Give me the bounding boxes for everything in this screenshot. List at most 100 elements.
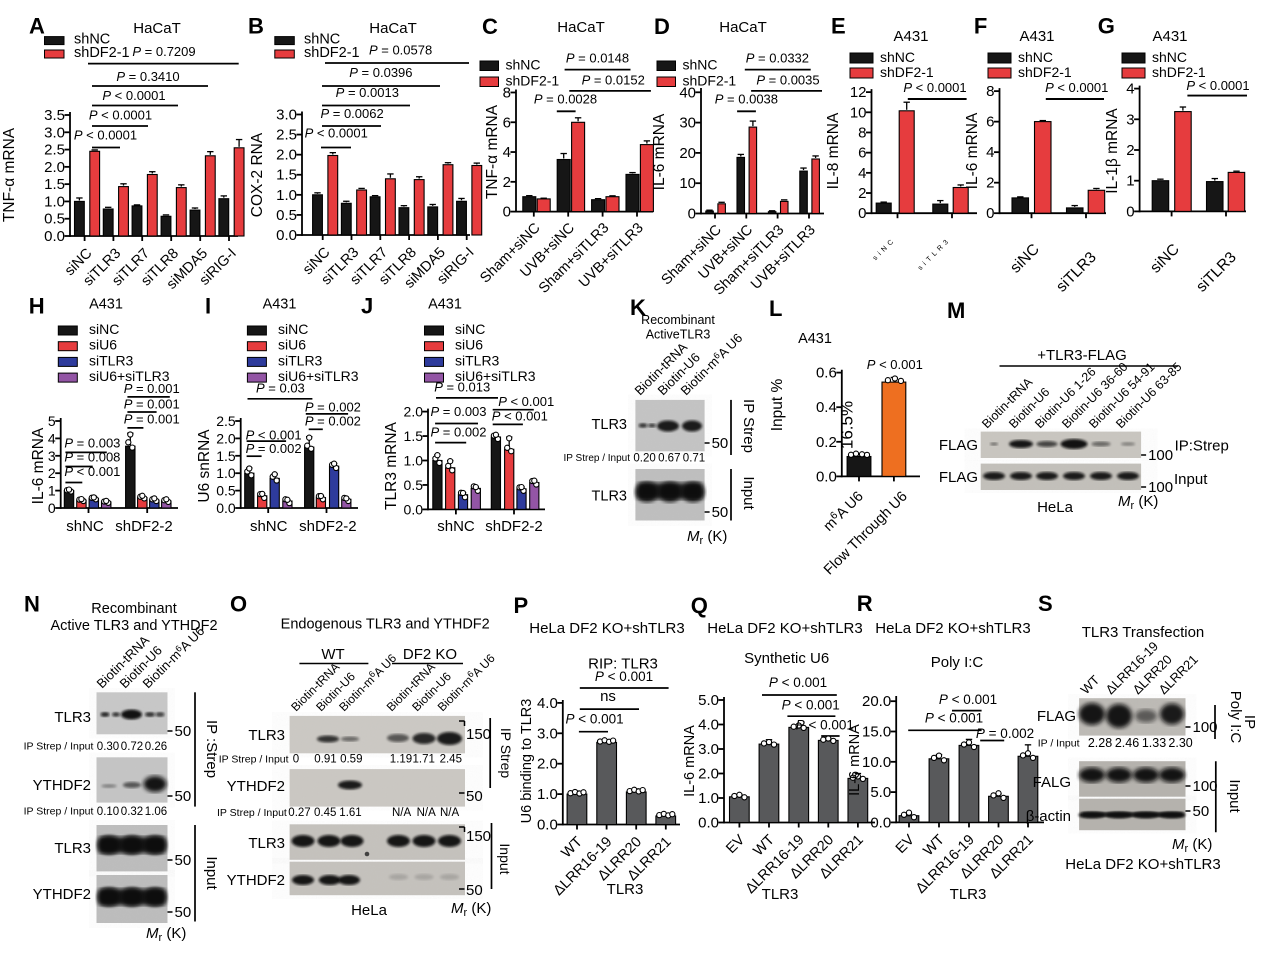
svg-text:P < 0.001: P < 0.001	[64, 464, 120, 479]
svg-text:IP Strep / Input: IP Strep / Input	[24, 741, 94, 753]
svg-text:P = 0.0062: P = 0.0062	[320, 106, 383, 121]
svg-text:2: 2	[1126, 142, 1134, 159]
svg-text:4.0: 4.0	[698, 717, 719, 734]
svg-text:2.28: 2.28	[1088, 736, 1112, 750]
svg-text:N/A: N/A	[440, 807, 460, 819]
svg-text:HeLa DF2 KO+shTLR3: HeLa DF2 KO+shTLR3	[875, 620, 1031, 637]
svg-text:1.0: 1.0	[537, 786, 558, 803]
svg-text:P = 0.0035: P = 0.0035	[756, 73, 819, 88]
svg-text:2.5: 2.5	[216, 413, 236, 429]
svg-text:P < 0.001: P < 0.001	[782, 698, 840, 713]
svg-text:IL-1β mRNA: IL-1β mRNA	[1104, 108, 1121, 194]
svg-text:shDF2-2: shDF2-2	[485, 518, 543, 535]
svg-text:0.59: 0.59	[340, 754, 362, 766]
svg-text:12: 12	[850, 84, 867, 101]
svg-text:TNF-α mRNA: TNF-α mRNA	[1, 127, 18, 222]
svg-text:1.0: 1.0	[698, 790, 719, 807]
svg-text:R: R	[857, 591, 873, 616]
svg-text:IP: IP	[1241, 715, 1258, 729]
svg-text:20: 20	[679, 145, 696, 162]
svg-text:U6 snRNA: U6 snRNA	[196, 429, 213, 503]
svg-text:Endogenous TLR3 and YTHDF2: Endogenous TLR3 and YTHDF2	[281, 617, 490, 633]
svg-text:50: 50	[175, 852, 192, 869]
svg-text:siNC: siNC	[278, 321, 308, 337]
svg-text:0: 0	[503, 204, 511, 221]
svg-text:50: 50	[466, 788, 483, 805]
svg-text:L: L	[769, 296, 782, 321]
svg-text:Recombinant: Recombinant	[641, 313, 715, 327]
svg-text:Poly I:C: Poly I:C	[931, 654, 984, 671]
svg-text:D: D	[654, 14, 670, 39]
svg-text:TLR3 mRNA: TLR3 mRNA	[383, 421, 400, 510]
svg-text:0: 0	[688, 206, 696, 223]
svg-text:0.30: 0.30	[97, 741, 119, 753]
svg-text:shNC: shNC	[437, 518, 475, 535]
svg-text:100: 100	[1148, 447, 1173, 464]
svg-text:1.61: 1.61	[339, 807, 361, 819]
svg-text:2: 2	[986, 175, 994, 192]
svg-text:TLR3: TLR3	[592, 417, 627, 433]
svg-text:2.0: 2.0	[698, 766, 719, 783]
svg-text:P = 0.001: P = 0.001	[124, 381, 180, 396]
svg-text:IL-6 mRNA: IL-6 mRNA	[847, 724, 863, 796]
svg-text:siTLR3: siTLR3	[278, 352, 323, 368]
svg-text:YTHDF2: YTHDF2	[33, 886, 91, 903]
svg-text:3: 3	[1126, 111, 1134, 128]
svg-text:K: K	[630, 295, 646, 320]
svg-text:50: 50	[1193, 803, 1210, 820]
svg-text:3.0: 3.0	[44, 124, 65, 141]
svg-text:0.20: 0.20	[633, 453, 655, 465]
svg-text:8: 8	[986, 83, 994, 100]
svg-text:A431: A431	[428, 297, 462, 313]
svg-text:TLR3: TLR3	[54, 840, 91, 857]
svg-text:FALG: FALG	[1033, 774, 1071, 791]
svg-text:P < 0.001: P < 0.001	[925, 711, 983, 726]
svg-text:P = 0.002: P = 0.002	[305, 414, 361, 429]
svg-text:0: 0	[293, 754, 299, 766]
svg-text:2.5: 2.5	[276, 127, 297, 144]
svg-text:1.5: 1.5	[216, 448, 236, 464]
svg-text:P < 0.001: P < 0.001	[769, 675, 827, 690]
svg-text:Active TLR3 and YTHDF2: Active TLR3 and YTHDF2	[50, 618, 217, 634]
svg-text:2.45: 2.45	[440, 754, 462, 766]
svg-text:0.45: 0.45	[314, 807, 336, 819]
svg-text:0.2: 0.2	[816, 434, 837, 451]
svg-text:20.0: 20.0	[862, 693, 891, 710]
svg-text:P < 0.001: P < 0.001	[595, 669, 653, 684]
svg-text:2.0: 2.0	[404, 404, 424, 420]
svg-text:YTHDF2: YTHDF2	[227, 778, 285, 795]
svg-text:0.26: 0.26	[145, 741, 167, 753]
svg-text:P < 0.001: P < 0.001	[498, 394, 554, 409]
svg-text:4: 4	[1126, 81, 1134, 98]
svg-text:P < 0.001: P < 0.001	[867, 357, 923, 372]
svg-text:shDF2-1: shDF2-1	[304, 45, 360, 61]
svg-text:15.0: 15.0	[862, 724, 891, 741]
svg-text:I: I	[205, 294, 211, 319]
svg-text:B: B	[248, 14, 264, 39]
svg-text:TNF-α mRNA: TNF-α mRNA	[484, 104, 501, 199]
svg-text:siNC: siNC	[455, 321, 485, 337]
svg-text:F: F	[974, 14, 987, 39]
svg-text:P < 0.001: P < 0.001	[566, 712, 624, 727]
svg-text:shNC: shNC	[66, 518, 104, 535]
svg-text:1.5: 1.5	[404, 428, 424, 444]
svg-text:6: 6	[503, 114, 511, 131]
svg-text:IP:Strep: IP:Strep	[1175, 438, 1229, 455]
svg-text:IP Strep: IP Strep	[498, 728, 514, 779]
svg-text:IL-6 mRNA: IL-6 mRNA	[30, 427, 47, 504]
svg-text:P = 0.0332: P = 0.0332	[746, 51, 809, 66]
svg-text:0.0: 0.0	[816, 468, 837, 485]
svg-text:100: 100	[1193, 778, 1218, 795]
svg-text:0.0: 0.0	[44, 228, 65, 245]
svg-text:shDF2-1: shDF2-1	[1152, 64, 1206, 80]
svg-text:HaCaT: HaCaT	[133, 20, 181, 37]
svg-text:TLR3: TLR3	[592, 489, 627, 505]
svg-text:0.5: 0.5	[276, 207, 297, 224]
svg-text:50: 50	[712, 435, 729, 452]
svg-text:150: 150	[466, 828, 491, 845]
svg-text:siU6: siU6	[89, 337, 117, 353]
svg-text:IP Strep / Input: IP Strep / Input	[219, 754, 289, 766]
svg-text:shNC: shNC	[1018, 49, 1053, 65]
svg-text:Input: Input	[497, 843, 513, 874]
svg-text:siNC: siNC	[89, 321, 119, 337]
